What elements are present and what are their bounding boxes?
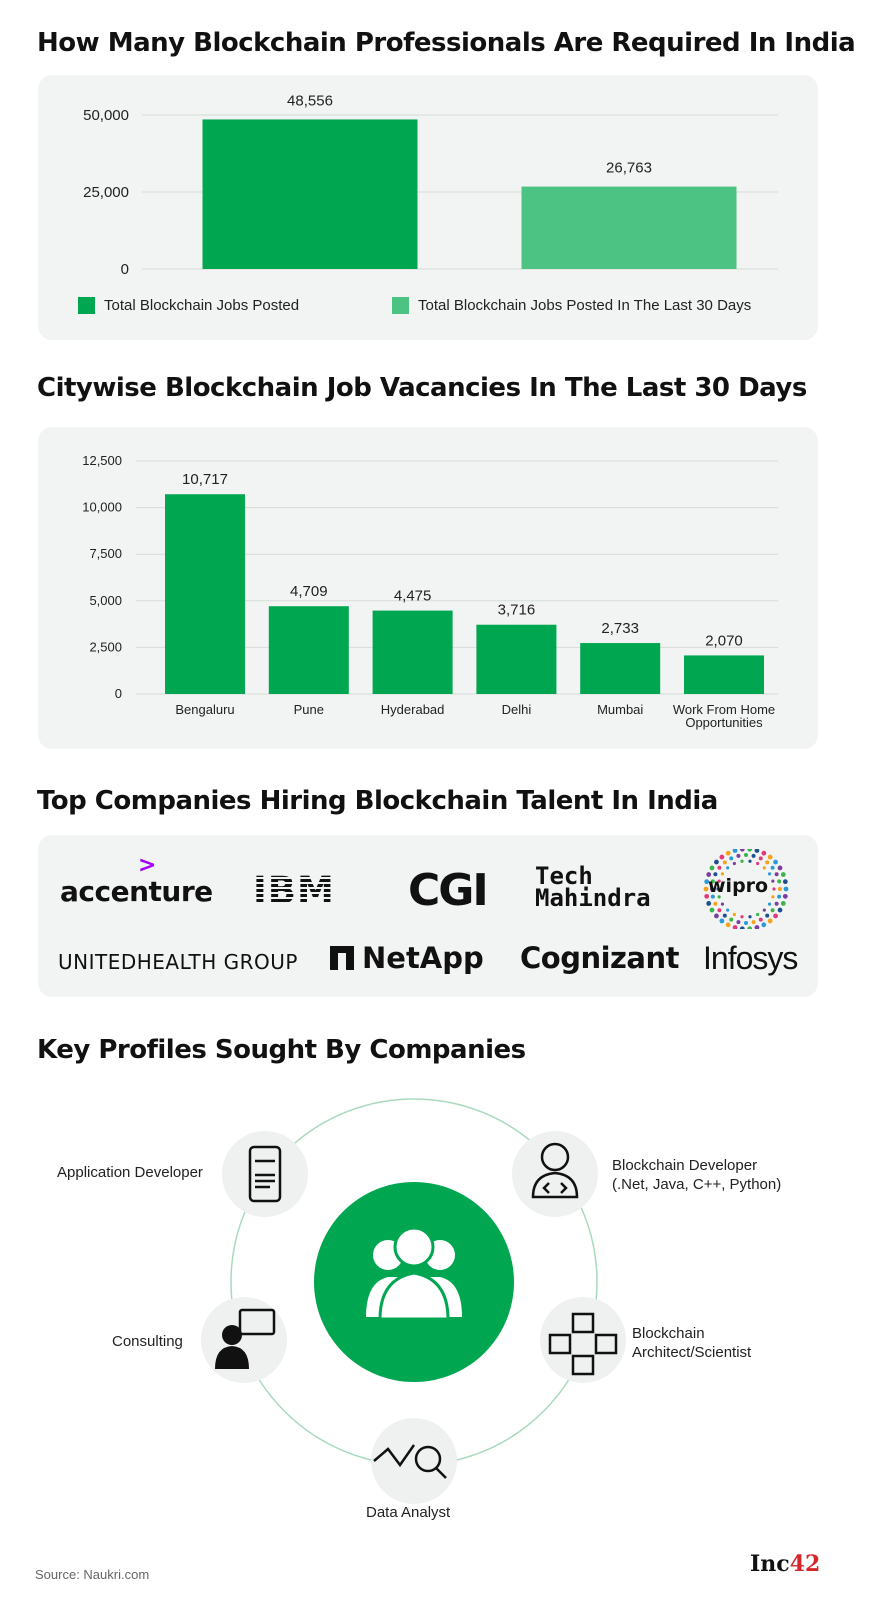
bar-value-label: 48,556: [287, 92, 333, 109]
bar: [268, 606, 349, 694]
bar: [202, 119, 418, 269]
y-tick-label: 12,500: [82, 453, 122, 468]
bar-value-label: 10,717: [182, 471, 228, 488]
legend-item-total: Total Blockchain Jobs Posted: [78, 297, 299, 314]
bar-value-label: 26,763: [606, 160, 652, 177]
source-note: Source: Naukri.com: [35, 1567, 150, 1582]
profiles-title: Key Profiles Sought By Companies: [37, 1035, 526, 1065]
bar-value-label: 4,709: [290, 583, 328, 600]
mobile-app-icon: [248, 1145, 282, 1203]
bar: [372, 610, 453, 694]
legend-item-last-30-days: Total Blockchain Jobs Posted In The Last…: [392, 297, 751, 314]
x-tick-label: Pune: [294, 702, 324, 717]
y-tick-label: 10,000: [82, 500, 122, 515]
y-tick-label: 7,500: [89, 546, 122, 561]
unitedhealth-group-logo: UNITEDHEALTH GROUP: [58, 950, 298, 974]
inc42-logo: Inc42: [750, 1551, 821, 1577]
professionals-chart-card: 0 25,000 50,000 48,556 26,763 Total Blockcha…: [38, 75, 818, 340]
cognizant-logo: Cognizant: [520, 941, 680, 975]
accenture-logo: > accenture: [60, 853, 213, 908]
profile-application-developer: Application Developer: [57, 1164, 203, 1181]
professionals-bar-chart: 0 25,000 50,000 48,556 26,763: [83, 92, 778, 278]
profile-data-analyst: Data Analyst: [366, 1504, 451, 1521]
data-analysis-icon-bg: [371, 1418, 457, 1504]
legend-label-last-30-days: Total Blockchain Jobs Posted In The Last…: [418, 297, 752, 314]
blockchain-cubes-icon: [548, 1312, 618, 1376]
companies-title: Top Companies Hiring Blockchain Talent I…: [37, 786, 718, 816]
wipro-dots-icon: [703, 849, 789, 929]
bar-value-label: 2,733: [601, 620, 639, 637]
legend-swatch-last-30-days: [392, 297, 409, 314]
x-tick-label: Hyderabad: [381, 702, 445, 717]
bar-value-label: 4,475: [394, 588, 432, 605]
bar: [521, 186, 737, 269]
professionals-chart-title: How Many Blockchain Professionals Are Re…: [37, 28, 856, 58]
infosys-logo: Infosys: [703, 940, 798, 976]
cgi-logo: CGI: [408, 865, 489, 916]
blockchain-cubes-icon-bg: [540, 1297, 626, 1383]
bar: [165, 494, 245, 694]
consulting-icon: [215, 1308, 276, 1369]
citywise-bar-chart: 0 2,500 5,000 7,500 10,000 12,500 10,717 Bengal…: [82, 453, 778, 730]
x-tick-label: Bengaluru: [175, 702, 234, 717]
citywise-chart-card: 0 2,500 5,000 7,500 10,000 12,500 10,717 Bengal…: [38, 427, 818, 749]
legend-swatch-total: [78, 297, 95, 314]
netapp-mark-icon: [330, 946, 354, 970]
y-tick-label: 5,000: [89, 593, 122, 608]
profile-blockchain-architect: Blockchain Architect/Scientist: [632, 1325, 752, 1361]
bar-value-label: 3,716: [498, 602, 536, 619]
data-analysis-icon: [373, 1444, 447, 1479]
profiles-diagram: [201, 1098, 626, 1504]
y-tick-label: 25,000: [83, 184, 129, 201]
y-tick-label: 2,500: [89, 639, 122, 654]
bar: [580, 643, 661, 694]
y-tick-label: 0: [121, 261, 129, 278]
profile-consulting: Consulting: [112, 1333, 183, 1350]
x-tick-label: Mumbai: [597, 702, 643, 717]
bar: [476, 624, 557, 694]
netapp-logo: NetApp: [330, 941, 484, 975]
tech-mahindra-logo: Tech Mahindra: [535, 862, 651, 912]
bar: [684, 655, 764, 694]
x-tick-label: Work From Home: [673, 702, 775, 717]
legend-label-total: Total Blockchain Jobs Posted: [104, 297, 300, 314]
developer-icon: [531, 1142, 579, 1199]
y-tick-label: 50,000: [83, 107, 129, 124]
bar-value-label: 2,070: [705, 632, 743, 649]
x-tick-label: Delhi: [502, 702, 532, 717]
profile-blockchain-developer: Blockchain Developer (.Net, Java, C++, P…: [612, 1157, 782, 1193]
ibm-logo: IBM: [253, 869, 335, 912]
y-tick-label: 0: [115, 686, 122, 701]
companies-logo-card: > accenture IBM CGI Tech Mahindra wipro U…: [38, 835, 818, 997]
citywise-chart-title: Citywise Blockchain Job Vacancies In The…: [37, 373, 807, 403]
x-tick-label: Opportunities: [685, 715, 763, 730]
team-icon: [366, 1226, 462, 1321]
